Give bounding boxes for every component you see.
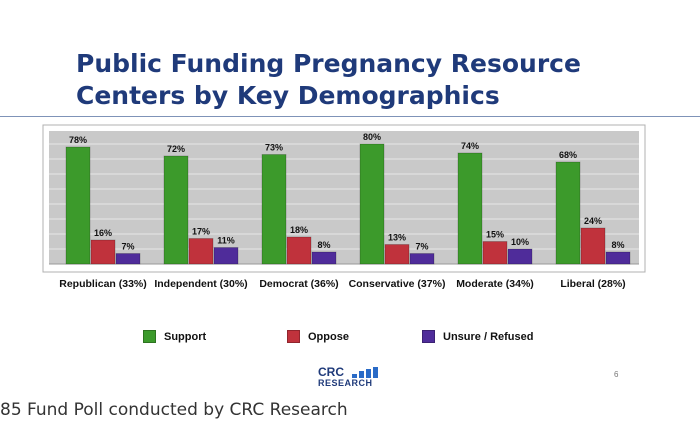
category-label: Democrat (36%) [259, 278, 338, 290]
data-label: 18% [290, 225, 308, 235]
data-label: 72% [167, 144, 185, 154]
legend-label-support: Support [164, 330, 207, 343]
category-label: Republican (33%) [59, 278, 147, 290]
logo-bars-icon [352, 367, 382, 378]
data-label: 74% [461, 141, 479, 151]
bar-unsure-refused-5 [605, 251, 631, 265]
title-divider [0, 116, 700, 117]
bar-oppose-2 [286, 236, 312, 265]
bar-unsure-refused-0 [115, 253, 141, 265]
legend-swatch-support [143, 330, 156, 343]
plot-background [49, 131, 639, 264]
data-label: 17% [192, 227, 210, 237]
footer-note: 85 Fund Poll conducted by CRC Research [0, 400, 348, 420]
bar-unsure-refused-3 [409, 253, 435, 265]
legend-item-unsure: Unsure / Refused [422, 330, 533, 343]
category-label: Moderate (34%) [456, 278, 534, 290]
data-label: 11% [217, 236, 235, 246]
crc-research-logo: CRC RESEARCH [318, 365, 388, 391]
data-label: 24% [584, 216, 602, 226]
data-label: 78% [69, 135, 87, 145]
bar-support-4 [457, 152, 483, 265]
legend-label-oppose: Oppose [308, 330, 349, 343]
bar-unsure-refused-1 [213, 247, 239, 265]
bar-unsure-refused-4 [507, 248, 533, 265]
data-label: 80% [363, 132, 381, 142]
bar-support-1 [163, 155, 189, 265]
bar-oppose-5 [580, 227, 606, 265]
legend-swatch-unsure [422, 330, 435, 343]
logo-text-crc: CRC [318, 365, 344, 379]
bar-unsure-refused-2 [311, 251, 337, 265]
data-label: 73% [265, 143, 283, 153]
legend-item-support: Support [143, 330, 206, 343]
bar-support-0 [65, 146, 91, 265]
legend-label-unsure: Unsure / Refused [443, 330, 534, 343]
data-label: 8% [611, 240, 624, 250]
data-label: 8% [317, 240, 330, 250]
data-label: 10% [511, 237, 529, 247]
category-label: Conservative (37%) [349, 278, 446, 290]
category-label: Independent (30%) [154, 278, 247, 290]
data-label: 15% [486, 230, 504, 240]
bar-oppose-1 [188, 238, 214, 265]
bar-support-5 [555, 161, 581, 265]
logo-text-research: RESEARCH [318, 378, 373, 388]
bar-chart: 78% 16% 7% Republican (33%) 72% 17% 11% Indepen… [42, 124, 646, 290]
data-label: 13% [388, 233, 406, 243]
data-label: 16% [94, 228, 112, 238]
legend-swatch-oppose [287, 330, 300, 343]
bar-support-2 [261, 154, 287, 265]
data-label: 7% [121, 242, 134, 252]
slide-title: Public Funding Pregnancy Resource Center… [76, 49, 581, 110]
data-label: 7% [415, 242, 428, 252]
bar-support-3 [359, 143, 385, 265]
data-label: 68% [559, 150, 577, 160]
legend-item-oppose: Oppose [287, 330, 349, 343]
page-number: 6 [614, 370, 619, 379]
bar-oppose-3 [384, 244, 410, 265]
category-label: Liberal (28%) [560, 278, 625, 290]
bar-oppose-0 [90, 239, 116, 265]
bar-oppose-4 [482, 241, 508, 265]
